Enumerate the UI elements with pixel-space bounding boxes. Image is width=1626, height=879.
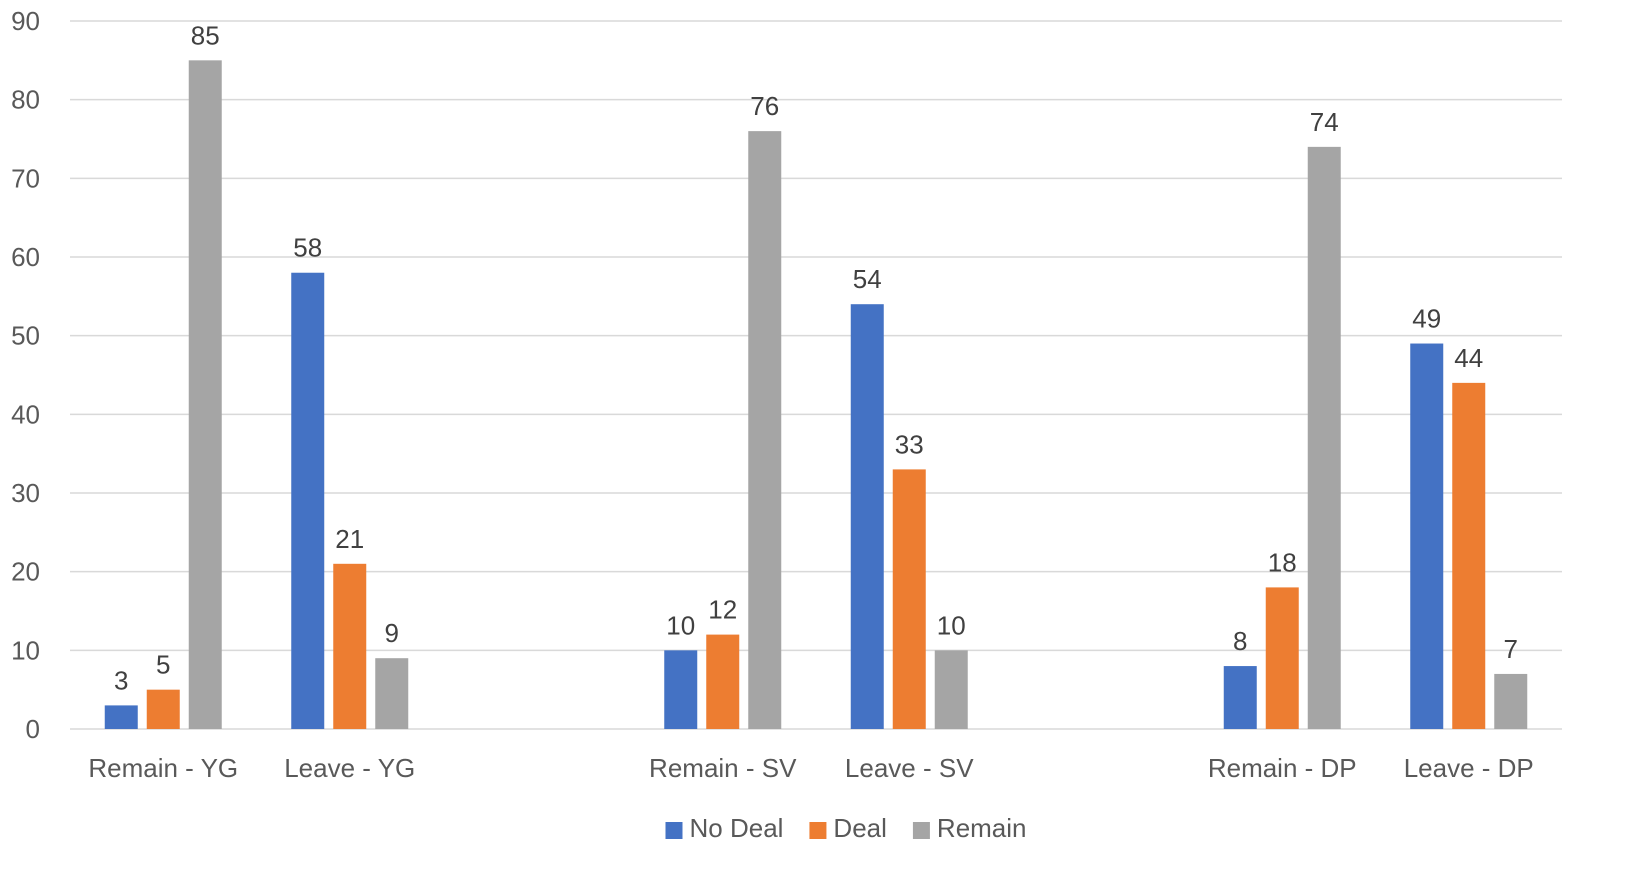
- bar-remain-4: [934, 650, 968, 729]
- y-tick-label: 10: [11, 635, 40, 665]
- bar-no-deal-6: [1223, 666, 1257, 729]
- legend-swatch-remain: [912, 822, 930, 839]
- legend-label: Remain: [937, 813, 1027, 843]
- bars: [104, 60, 1528, 730]
- bar-deal-6: [1265, 587, 1299, 729]
- x-category-label: Remain - DP: [1208, 753, 1357, 783]
- legend-swatch-no-deal: [665, 822, 683, 839]
- data-label: 9: [385, 618, 399, 648]
- bar-no-deal-1: [291, 272, 325, 729]
- data-label: 18: [1268, 547, 1297, 577]
- bar-deal-7: [1452, 382, 1486, 729]
- bar-no-deal-4: [850, 304, 884, 729]
- bar-no-deal-3: [664, 650, 698, 729]
- legend-label: No Deal: [689, 813, 783, 843]
- data-label: 58: [293, 233, 322, 263]
- data-label: 5: [156, 650, 170, 680]
- legend: No Deal Deal Remain: [665, 813, 1027, 843]
- y-tick-label: 70: [11, 163, 40, 193]
- y-tick-label: 0: [26, 714, 40, 744]
- bar-remain-6: [1307, 146, 1341, 729]
- bar-deal-0: [146, 689, 180, 729]
- data-label: 85: [191, 20, 220, 50]
- bar-no-deal-7: [1410, 343, 1444, 729]
- bar-no-deal-0: [104, 705, 138, 729]
- data-label: 33: [895, 429, 924, 459]
- data-labels: 35 85 58 21 9 10 12 76 54 33 10 8 18 74 49 44 7: [114, 20, 1518, 695]
- bar-remain-7: [1494, 673, 1528, 729]
- y-tick-label: 50: [11, 321, 40, 351]
- x-axis-category-labels: Remain - YG Leave - YG Remain - SV Leave - …: [88, 753, 1533, 783]
- data-label: 74: [1310, 107, 1339, 137]
- y-tick-label: 60: [11, 242, 40, 272]
- bar-remain-0: [188, 60, 222, 730]
- data-label: 21: [335, 524, 364, 554]
- bar-deal-3: [706, 634, 740, 729]
- x-category-label: Remain - YG: [88, 753, 238, 783]
- data-label: 8: [1233, 626, 1247, 656]
- y-tick-label: 40: [11, 399, 40, 429]
- legend-swatch-deal: [809, 822, 827, 839]
- y-axis-tick-labels: 0 10 20 30 40 50 60 70 80 90: [11, 6, 40, 744]
- data-label: 7: [1504, 634, 1518, 664]
- y-tick-label: 80: [11, 85, 40, 115]
- data-label: 10: [937, 610, 966, 640]
- data-label: 44: [1454, 343, 1483, 373]
- data-label: 49: [1412, 304, 1441, 334]
- y-tick-label: 90: [11, 6, 40, 36]
- data-label: 12: [708, 595, 737, 625]
- bar-remain-1: [375, 658, 409, 729]
- y-tick-label: 20: [11, 557, 40, 587]
- x-category-label: Leave - SV: [845, 753, 974, 783]
- bar-deal-4: [892, 469, 926, 729]
- y-tick-label: 30: [11, 478, 40, 508]
- legend-label: Deal: [833, 813, 886, 843]
- bar-deal-1: [333, 563, 367, 729]
- x-category-label: Leave - DP: [1404, 753, 1534, 783]
- data-label: 3: [114, 665, 128, 695]
- data-label: 76: [750, 91, 779, 121]
- data-label: 10: [666, 610, 695, 640]
- x-category-label: Remain - SV: [649, 753, 797, 783]
- x-category-label: Leave - YG: [284, 753, 415, 783]
- data-label: 54: [853, 264, 882, 294]
- bar-remain-3: [748, 131, 782, 730]
